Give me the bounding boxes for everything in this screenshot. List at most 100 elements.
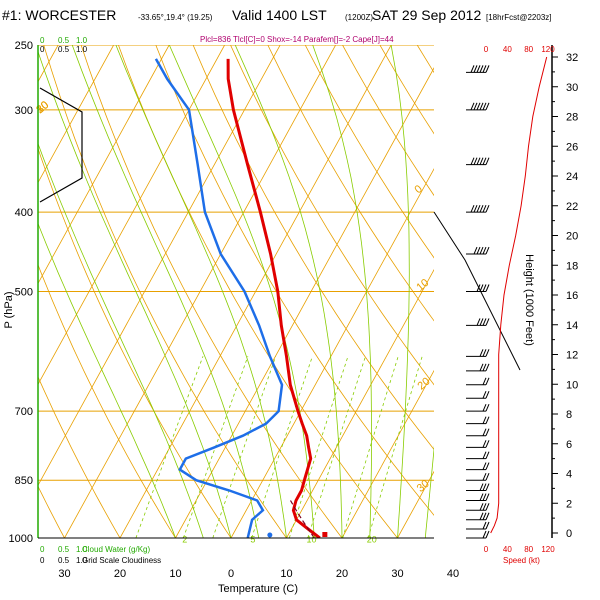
- mixing-ratio-line: [135, 356, 204, 538]
- isotherm-line: [286, 268, 434, 538]
- cloud-tick-top-green: 0: [40, 36, 45, 45]
- wind-barb-flag: [470, 204, 475, 213]
- speed-tick-top: 120: [541, 45, 555, 54]
- cloud-tick-bottom-black: 0: [40, 556, 45, 565]
- wind-barb-flag: [482, 416, 487, 424]
- chart-subtitle: Plcl=836 Tlcl[C]=0 Shox=-14 Parafem[]=-2…: [200, 35, 394, 44]
- wind-barb-flag: [476, 204, 481, 213]
- mixing-ratio-label: 20: [367, 535, 377, 545]
- moist-adiabat-line: [168, 45, 315, 538]
- wind-barb-flag: [485, 403, 490, 412]
- wind-barb-flag: [485, 157, 490, 165]
- wind-barb-flag: [482, 246, 487, 255]
- wind-barb-flag: [485, 204, 490, 213]
- x-tick-label: 0: [228, 568, 234, 580]
- wind-barb-flag: [479, 363, 484, 372]
- wind-barb-flag: [482, 377, 487, 386]
- cloud-water-profile: [39, 87, 83, 203]
- wind-barb-flag: [479, 157, 484, 165]
- wind-barb-flag: [485, 440, 490, 448]
- height-tick-label: 26: [566, 141, 578, 153]
- y-tick-label: 850: [15, 475, 33, 487]
- y-tick-label: 700: [15, 406, 33, 418]
- wind-barb-flag: [485, 503, 490, 511]
- height-tick-label: 22: [566, 201, 578, 213]
- wind-barb-flag: [479, 284, 484, 292]
- chart-utc-time: (1200Z): [345, 13, 373, 22]
- isotherm-line: [119, 45, 392, 538]
- wind-barb-flag: [482, 493, 487, 501]
- y-axis-title: P (hPa): [3, 291, 15, 328]
- chart-title: #1: WORCESTER: [2, 7, 116, 23]
- wind-barb-flag: [473, 65, 478, 73]
- cloud-tick-bottom-green: 0: [40, 545, 45, 554]
- wind-barb-flag: [485, 428, 490, 436]
- wind-barb-flag: [479, 102, 484, 111]
- mixing-ratio-label: 2: [182, 535, 187, 545]
- chart-valid-time: Valid 1400 LST: [232, 7, 327, 23]
- mixing-ratio-line: [183, 356, 249, 538]
- wind-barb-flag: [482, 451, 487, 459]
- wind-barb-flag: [485, 493, 490, 501]
- plot-area-lines: [38, 45, 600, 538]
- y-tick-label: 250: [15, 40, 33, 52]
- cloud-tick-bottom-black: 1.0: [76, 556, 88, 565]
- wind-barb-flag: [485, 530, 490, 539]
- axes: 2 5 10 200102030102030250300400500700850100…: [9, 36, 460, 580]
- height-tick-label: 30: [566, 82, 578, 94]
- wind-barb-flag: [482, 403, 487, 412]
- dry-adiabat-line: [529, 45, 600, 538]
- height-tick-label: 16: [566, 290, 578, 302]
- wind-barb-flag: [482, 157, 487, 165]
- wind-barb-flag: [479, 503, 484, 511]
- wind-barb-flag: [482, 473, 487, 481]
- parcel-line: [289, 500, 315, 538]
- wind-barb-flag: [485, 451, 490, 459]
- wind-barb-flag: [485, 284, 490, 292]
- mixing-ratio-line: [367, 356, 423, 538]
- mixing-ratio-line: [342, 356, 399, 538]
- wind-barb-flag: [470, 157, 475, 165]
- speed-tick-top: 40: [503, 45, 512, 54]
- cloud-tick-top-black: 0.5: [58, 45, 70, 54]
- wind-barb-flag: [479, 483, 484, 491]
- cloud-water-label: Cloud Water (g/Kg): [82, 545, 151, 554]
- speed-tick-bottom: 0: [484, 545, 489, 554]
- wind-barb-flag: [485, 483, 490, 491]
- dry-adiabat-line: [80, 45, 343, 538]
- wind-barb-flag: [473, 246, 478, 255]
- x-tick-label: 10: [169, 568, 181, 580]
- wind-barb-flag: [485, 363, 490, 372]
- wind-barb-flag: [482, 530, 487, 539]
- moist-adiabat-line: [71, 45, 260, 538]
- height-tick-label: 10: [566, 379, 578, 391]
- wind-barb-flag: [485, 462, 490, 470]
- x-tick-label: 20: [336, 568, 348, 580]
- speed-axis-label: Speed (kt): [503, 556, 540, 565]
- speed-tick-bottom: 40: [503, 545, 512, 554]
- wind-barb-flag: [482, 462, 487, 470]
- dry-adiabat-line: [155, 45, 434, 516]
- surface-temperature-marker: [322, 532, 328, 537]
- wind-barb-flag: [479, 246, 484, 255]
- profile-lines: [154, 58, 321, 538]
- chart-coords: -33.65°,19.4° (19.25): [138, 13, 213, 22]
- x-tick-label: 30: [391, 568, 403, 580]
- y-tick-label: 500: [15, 287, 33, 299]
- wind-barb-flag: [482, 428, 487, 436]
- wind-barb-flag: [485, 65, 490, 73]
- wind-barb-flag: [485, 416, 490, 424]
- background-lines: [38, 45, 600, 538]
- isotherm-line: [38, 45, 281, 487]
- moist-adiabat-line: [390, 45, 410, 538]
- wind-barb-flag: [473, 102, 478, 111]
- speed-tick-top: 80: [524, 45, 533, 54]
- dry-adiabat-line: [492, 45, 600, 538]
- wind-barb-flag: [482, 204, 487, 213]
- mixing-ratio-line: [212, 356, 277, 538]
- right-panel: 0246810121416182022242628303200404080801…: [433, 45, 578, 554]
- wind-barb-flag: [482, 349, 487, 357]
- x-tick-label: 30: [58, 568, 70, 580]
- dry-adiabat-line: [342, 45, 434, 197]
